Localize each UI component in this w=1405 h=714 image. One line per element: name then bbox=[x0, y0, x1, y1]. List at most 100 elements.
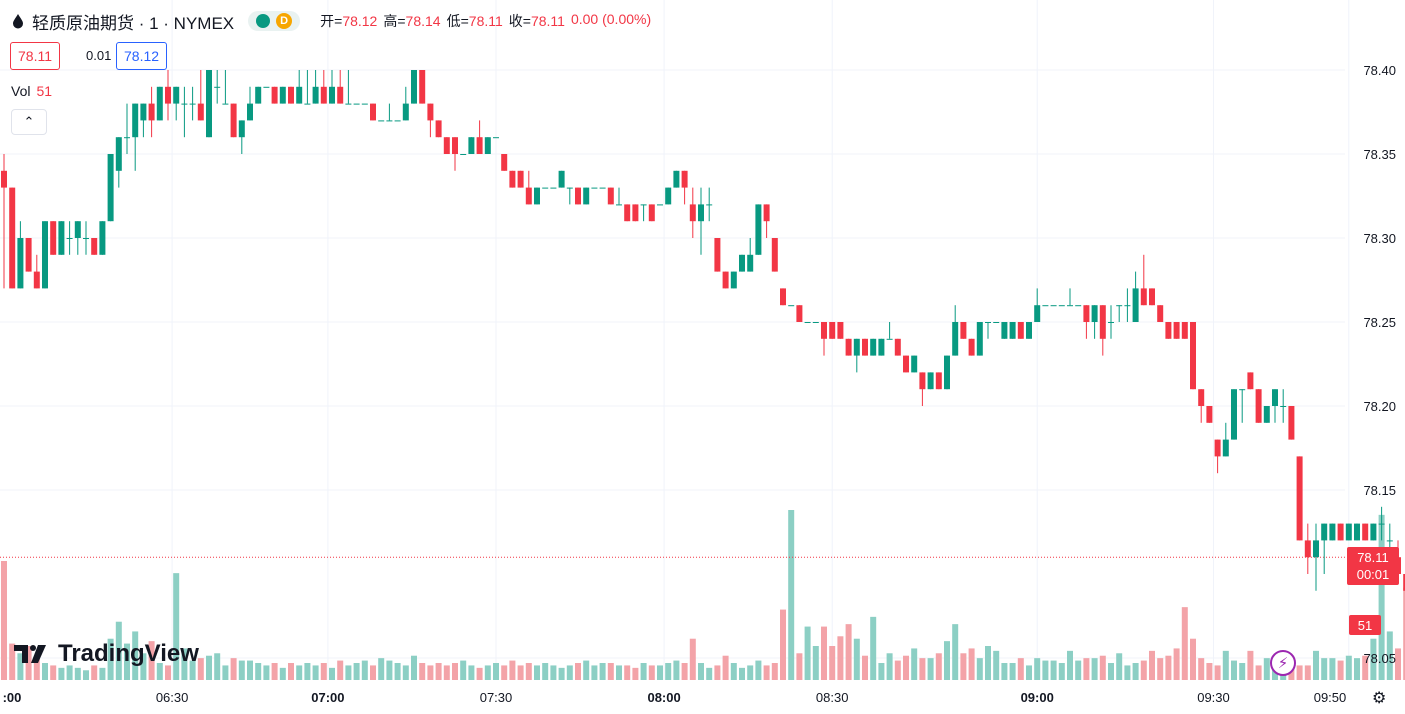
volume-bar bbox=[796, 653, 803, 680]
candle-body bbox=[1378, 523, 1385, 525]
volume-bar bbox=[394, 663, 401, 680]
volume-bar bbox=[312, 665, 319, 680]
candle bbox=[230, 103, 237, 138]
candle bbox=[550, 187, 557, 189]
candle-body bbox=[853, 338, 860, 356]
volume-bar bbox=[345, 665, 352, 680]
time-axis[interactable]: :00 06:30 07:00 07:30 08:00 08:30 09:00 09:30 09… bbox=[3, 690, 1347, 705]
candle bbox=[1173, 322, 1180, 339]
candle bbox=[1280, 389, 1287, 423]
sell-price-button[interactable]: 78.11 bbox=[10, 42, 60, 70]
volume-bar bbox=[903, 655, 909, 680]
candle bbox=[484, 137, 491, 154]
candle-body bbox=[1313, 540, 1319, 558]
candle-body bbox=[329, 86, 335, 104]
candle-body bbox=[1304, 540, 1311, 558]
ohlc-low-value: 78.11 bbox=[468, 13, 503, 29]
candle-body bbox=[411, 70, 417, 104]
volume-bar bbox=[181, 648, 188, 680]
ohlc-change: 0.00 (0.00%) bbox=[570, 11, 652, 27]
candle-body bbox=[681, 170, 688, 188]
candle-body bbox=[1173, 322, 1180, 339]
volume-bar bbox=[1017, 658, 1024, 680]
volume-bar bbox=[1075, 660, 1082, 680]
candle-body bbox=[632, 204, 639, 222]
candle-body bbox=[1067, 305, 1073, 307]
volume-bar bbox=[320, 663, 327, 680]
volume-bar bbox=[1149, 650, 1155, 680]
time-tick-label: 09:00 bbox=[1021, 690, 1054, 705]
candle-body bbox=[944, 355, 950, 390]
candle bbox=[837, 322, 844, 339]
tradingview-logo[interactable]: TradingView bbox=[14, 640, 199, 668]
volume-bar bbox=[115, 621, 122, 680]
price-tick-label: 78.05 bbox=[1363, 651, 1396, 666]
candle bbox=[698, 187, 704, 255]
candle bbox=[320, 70, 327, 104]
volume-bar bbox=[1296, 665, 1303, 680]
volume-bar bbox=[1157, 658, 1164, 680]
candle-body bbox=[870, 338, 877, 356]
candle-body bbox=[894, 338, 901, 356]
volume-bar bbox=[845, 624, 852, 680]
collapse-legend-button[interactable]: ⌃ bbox=[11, 109, 47, 135]
candle bbox=[788, 305, 795, 307]
candle-body bbox=[1214, 439, 1221, 457]
candle bbox=[1329, 523, 1336, 541]
lightning-icon[interactable]: ⚡ bbox=[1270, 650, 1296, 676]
candle bbox=[214, 70, 221, 104]
volume-bar bbox=[706, 667, 713, 680]
candle bbox=[681, 170, 688, 205]
volume-bar bbox=[1042, 660, 1049, 680]
candle bbox=[689, 187, 696, 238]
candle bbox=[1149, 288, 1155, 306]
volume-bar bbox=[435, 663, 442, 680]
candle-body bbox=[583, 187, 590, 205]
candle bbox=[878, 338, 885, 356]
candle bbox=[337, 70, 344, 104]
volume-bar bbox=[1181, 607, 1188, 680]
candle bbox=[730, 271, 737, 289]
volume-bar bbox=[1386, 631, 1393, 680]
volume-bar bbox=[599, 663, 606, 680]
symbol-header: 轻质原油期货 · 1 · NYMEX D 开=78.12 高=78.14 低=7… bbox=[10, 9, 651, 33]
candle bbox=[25, 238, 32, 272]
candle bbox=[1255, 389, 1262, 423]
candle-body bbox=[804, 322, 811, 323]
candle-body bbox=[1386, 540, 1393, 542]
symbol-title[interactable]: 轻质原油期货 · 1 · NYMEX bbox=[32, 13, 235, 33]
candle-body bbox=[361, 103, 368, 105]
candle bbox=[312, 70, 319, 104]
buy-price-button[interactable]: 78.12 bbox=[116, 42, 168, 70]
candle-body bbox=[1116, 305, 1123, 307]
volume-bar bbox=[1099, 655, 1106, 680]
candle-body bbox=[837, 322, 844, 339]
candle-body bbox=[558, 170, 565, 188]
time-tick-label: 08:30 bbox=[816, 690, 849, 705]
price-axis[interactable]: 78.40 78.35 78.30 78.25 78.20 78.15 78.05 bbox=[1363, 63, 1396, 666]
candle bbox=[329, 70, 335, 104]
candle bbox=[255, 86, 262, 104]
market-status-pill[interactable]: D bbox=[248, 11, 301, 31]
volume-bar bbox=[517, 665, 524, 680]
volume-axis-label: 51 bbox=[1349, 615, 1381, 635]
gear-icon[interactable]: ⚙ bbox=[1372, 690, 1387, 707]
candle-body bbox=[165, 86, 171, 104]
candle bbox=[714, 238, 721, 272]
volume-bar bbox=[1345, 655, 1352, 680]
volume-bar bbox=[33, 658, 40, 680]
volume-bar bbox=[829, 646, 836, 680]
time-tick-label: 08:00 bbox=[647, 690, 680, 705]
candle-body bbox=[812, 322, 819, 323]
volume-bar bbox=[1403, 587, 1405, 680]
ohlc-close-value: 78.11 bbox=[530, 13, 565, 29]
candle-body bbox=[263, 86, 270, 88]
candle-body bbox=[771, 238, 778, 272]
candle-body bbox=[419, 70, 426, 104]
candle-body bbox=[320, 86, 327, 104]
volume-bar bbox=[1083, 658, 1090, 680]
candle bbox=[1288, 406, 1295, 440]
volume-bar bbox=[378, 658, 385, 680]
candle bbox=[534, 187, 540, 205]
